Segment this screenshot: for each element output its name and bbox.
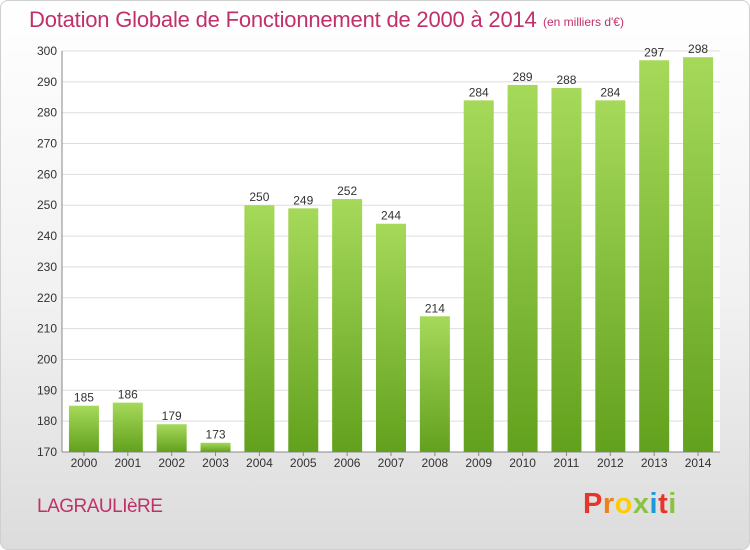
y-tick-label: 230: [37, 260, 57, 274]
x-tick-label: 2004: [246, 456, 273, 470]
x-tick-label: 2000: [71, 456, 98, 470]
bar-2007: [376, 223, 406, 452]
proxiti-logo: Proxiti: [583, 488, 677, 520]
bar-value-label: 284: [600, 85, 620, 99]
commune-name: LAGRAULIèRE: [37, 496, 163, 517]
chart-title: Dotation Globale de Fonctionnement de 20…: [29, 7, 537, 32]
bar-2004: [244, 205, 275, 452]
x-tick-label: 2010: [509, 456, 536, 470]
x-tick-label: 2005: [290, 456, 317, 470]
y-tick-label: 280: [37, 106, 57, 120]
bar-2005: [288, 208, 319, 452]
y-tick-label: 200: [37, 352, 57, 366]
bar-value-label: 288: [556, 73, 576, 87]
bar-2008: [419, 316, 450, 452]
y-tick-label: 240: [37, 229, 57, 243]
bar-value-label: 252: [337, 184, 357, 198]
bar-2010: [507, 84, 538, 452]
x-tick-label: 2008: [422, 456, 449, 470]
y-tick-label: 300: [37, 44, 57, 58]
y-tick-label: 290: [37, 75, 57, 89]
y-tick-label: 190: [37, 383, 57, 397]
y-tick-label: 210: [37, 322, 57, 336]
bar-2003: [200, 442, 231, 452]
bar-2002: [156, 424, 187, 452]
bar-2011: [551, 88, 582, 452]
y-tick-label: 270: [37, 137, 57, 151]
bar-2014: [683, 57, 714, 453]
x-tick-label: 2012: [597, 456, 624, 470]
bar-value-label: 284: [469, 85, 489, 99]
bar-value-label: 179: [162, 409, 182, 423]
y-tick-label: 220: [37, 291, 57, 305]
y-tick-label: 180: [37, 414, 57, 428]
bar-value-label: 249: [293, 193, 313, 207]
bar-2013: [639, 60, 670, 452]
bar-2009: [463, 100, 494, 452]
x-tick-label: 2013: [641, 456, 668, 470]
bar-value-label: 297: [644, 45, 664, 59]
bar-2012: [595, 100, 626, 452]
y-tick-label: 260: [37, 167, 57, 181]
x-tick-label: 2011: [554, 456, 580, 470]
bar-2006: [332, 199, 363, 452]
bar-value-label: 185: [74, 391, 94, 405]
x-tick-label: 2009: [465, 456, 492, 470]
bar-value-label: 244: [381, 209, 401, 223]
chart-unit: (en milliers d'€): [543, 15, 624, 29]
x-tick-label: 2001: [114, 456, 141, 470]
bar-value-label: 289: [513, 70, 533, 84]
bar-value-label: 173: [206, 428, 226, 442]
bar-2000: [68, 405, 99, 452]
x-tick-label: 2014: [685, 456, 712, 470]
bar-value-label: 186: [118, 388, 138, 402]
x-tick-label: 2007: [378, 456, 405, 470]
y-tick-label: 250: [37, 198, 57, 212]
y-tick-label: 170: [37, 445, 57, 459]
x-tick-label: 2002: [158, 456, 185, 470]
x-tick-label: 2006: [334, 456, 361, 470]
bar-2001: [112, 402, 143, 452]
bar-value-label: 298: [688, 42, 708, 56]
bar-value-label: 214: [425, 301, 445, 315]
bar-value-label: 250: [249, 190, 269, 204]
x-tick-label: 2003: [202, 456, 229, 470]
